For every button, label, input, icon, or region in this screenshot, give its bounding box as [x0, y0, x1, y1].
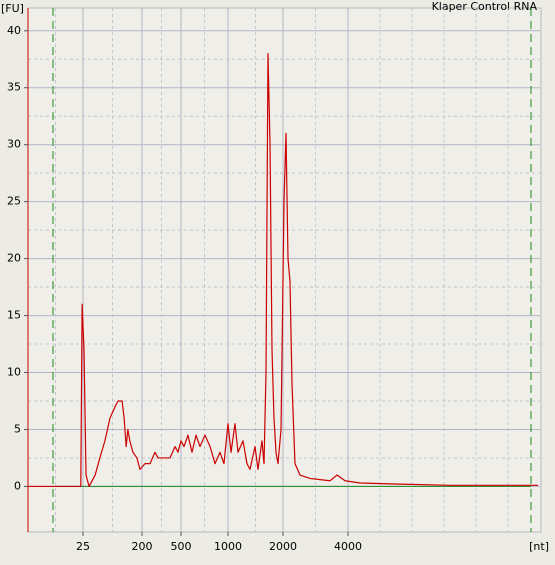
chart-title: Klaper Control RNA [432, 0, 538, 13]
y-tick-label: 20 [7, 252, 21, 265]
x-tick-label: 1000 [214, 540, 242, 553]
data-line [28, 52, 539, 488]
y-tick-label: 0 [14, 479, 21, 492]
y-tick-label: 15 [7, 309, 21, 322]
y-tick-label: 25 [7, 195, 21, 208]
plot-area [27, 7, 542, 533]
x-axis-label: [nt] [529, 540, 549, 553]
x-tick-label: 500 [171, 540, 192, 553]
y-tick-label: 10 [7, 366, 21, 379]
y-tick-label: 30 [7, 138, 21, 151]
x-tick-label: 200 [132, 540, 153, 553]
y-axis-label: [FU] [1, 2, 24, 15]
y-tick-label: 35 [7, 81, 21, 94]
x-tick-label: 25 [76, 540, 90, 553]
x-tick-label: 2000 [269, 540, 297, 553]
y-tick-label: 40 [7, 24, 21, 37]
grid [28, 8, 540, 532]
x-tick-label: 4000 [334, 540, 362, 553]
y-tick-label: 5 [14, 422, 21, 435]
